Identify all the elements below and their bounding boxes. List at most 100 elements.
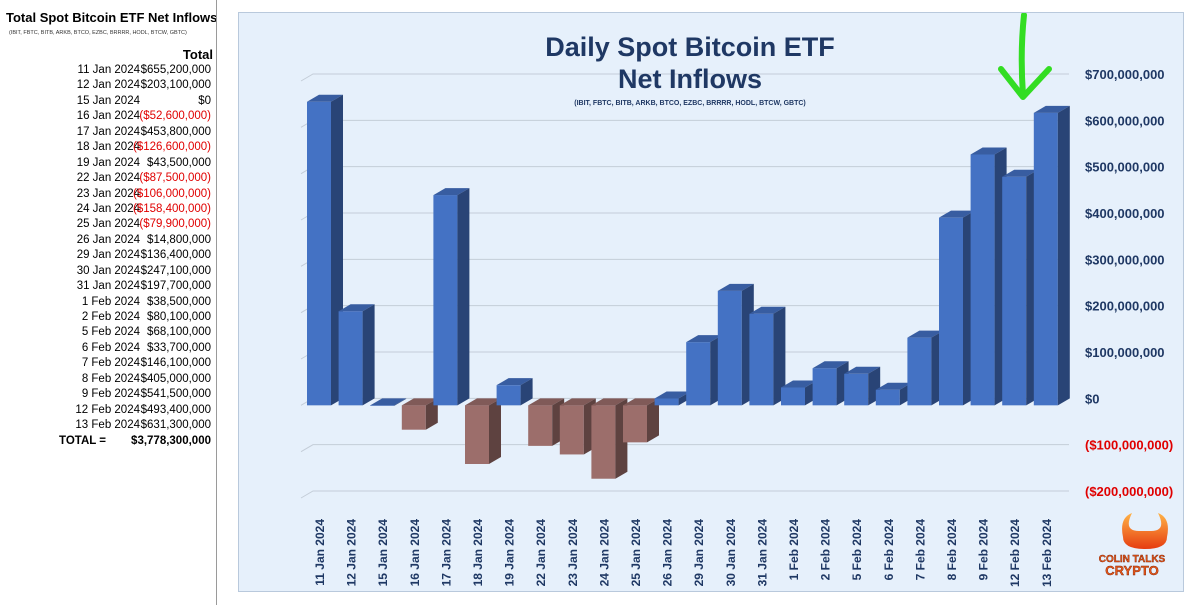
y-tick-label: $0 <box>1085 391 1099 406</box>
x-tick-label: 17 Jan 2024 <box>439 519 453 587</box>
bar <box>465 398 501 464</box>
table-row: 1 Feb 2024 $38,500,000 <box>0 295 216 310</box>
row-date: 5 Feb 2024 <box>81 326 140 339</box>
table-row: 7 Feb 2024 $146,100,000 <box>0 356 216 371</box>
bar <box>749 306 786 406</box>
row-value: $33,700,000 <box>147 341 211 354</box>
x-tick-label: 1 Feb 2024 <box>787 519 801 581</box>
bar <box>1033 105 1070 406</box>
x-tick-label: 31 Jan 2024 <box>755 519 769 587</box>
table-row: 30 Jan 2024 $247,100,000 <box>0 264 216 279</box>
logo-line2: CRYPTO <box>1105 563 1158 578</box>
row-value: ($106,000,000) <box>132 187 211 200</box>
table-row: 11 Jan 2024 $655,200,000 <box>0 63 216 78</box>
row-value: ($126,600,000) <box>132 141 211 154</box>
row-date: 15 Jan 2024 <box>76 94 140 107</box>
row-date: 18 Jan 2024 <box>76 141 140 154</box>
row-value: $146,100,000 <box>140 357 211 370</box>
table-row: 22 Jan 2024 ($87,500,000) <box>0 171 216 186</box>
bar <box>654 391 691 406</box>
total-label: TOTAL = <box>59 435 106 447</box>
row-value: $38,500,000 <box>147 295 211 308</box>
bar <box>401 398 438 430</box>
row-value: $0 <box>198 94 211 107</box>
y-tick-label: $100,000,000 <box>1085 345 1165 360</box>
x-tick-label: 8 Feb 2024 <box>945 519 959 581</box>
table-subtitle: (IBIT, FBTC, BITB, ARKB, BTCO, EZBC, BRR… <box>9 30 187 36</box>
row-value: $493,400,000 <box>140 403 211 416</box>
x-tick-label: 30 Jan 2024 <box>724 519 738 587</box>
row-date: 11 Jan 2024 <box>77 64 140 76</box>
x-tick-label: 15 Jan 2024 <box>376 519 390 587</box>
bar <box>1002 169 1039 406</box>
gridline <box>300 490 1069 499</box>
row-value: $68,100,000 <box>147 326 211 339</box>
chart-title-line2: Net Inflows <box>618 64 762 94</box>
x-tick-label: 11 Jan 2024 <box>313 519 327 586</box>
row-date: 9 Feb 2024 <box>81 388 140 401</box>
chart-title-line1: Daily Spot Bitcoin ETF <box>545 32 835 62</box>
y-tick-label: $700,000,000 <box>1085 67 1165 82</box>
row-value: $541,500,000 <box>140 388 211 401</box>
row-date: 16 Jan 2024 <box>76 110 140 123</box>
x-tick-label: 19 Jan 2024 <box>503 519 517 587</box>
x-tick-label: 12 Feb 2024 <box>1008 519 1022 587</box>
bar <box>591 398 628 479</box>
row-value: $203,100,000 <box>140 79 211 92</box>
table-row: 6 Feb 2024 $33,700,000 <box>0 341 216 356</box>
y-tick-label: $200,000,000 <box>1085 299 1165 314</box>
inflows-table-panel: Total Spot Bitcoin ETF Net Inflows (IBIT… <box>0 0 218 605</box>
row-date: 8 Feb 2024 <box>81 372 140 385</box>
gridline <box>300 444 1069 453</box>
table-row: 8 Feb 2024 $405,000,000 <box>0 372 216 387</box>
chart-subtitle: (IBIT, FBTC, BITB, ARKB, BTCO, EZBC, BRR… <box>574 100 806 107</box>
bar <box>875 382 912 406</box>
logo-line1: COLIN TALKS <box>1099 554 1166 565</box>
bar <box>528 398 565 446</box>
row-value: $655,200,000 <box>140 64 211 76</box>
row-date: 17 Jan 2024 <box>76 125 140 138</box>
table-row: 2 Feb 2024 $80,100,000 <box>0 310 216 325</box>
table-row: 23 Jan 2024 ($106,000,000) <box>0 187 216 202</box>
row-value: $14,800,000 <box>147 233 211 246</box>
y-tick-label: ($200,000,000) <box>1085 484 1173 499</box>
bar <box>781 380 817 406</box>
table-row: 12 Feb 2024 $493,400,000 <box>0 403 216 418</box>
row-value: $631,300,000 <box>140 419 211 432</box>
row-date: 13 Feb 2024 <box>75 419 140 432</box>
row-date: 30 Jan 2024 <box>76 264 140 277</box>
bar <box>559 398 596 455</box>
table-title: Total Spot Bitcoin ETF Net Inflows <box>6 10 218 25</box>
row-value: $43,500,000 <box>147 156 211 169</box>
x-tick-label: 26 Jan 2024 <box>661 519 675 587</box>
bar <box>338 304 375 406</box>
x-tick-label: 16 Jan 2024 <box>408 519 422 587</box>
y-tick-label: ($100,000,000) <box>1085 438 1173 453</box>
bar <box>433 188 470 406</box>
row-date: 6 Feb 2024 <box>81 341 140 354</box>
row-date: 26 Jan 2024 <box>76 233 140 246</box>
row-value: $453,800,000 <box>140 125 211 138</box>
table-column-header: Total <box>182 47 213 62</box>
row-value: ($52,600,000) <box>139 110 211 123</box>
y-tick-label: $600,000,000 <box>1085 113 1165 128</box>
row-date: 25 Jan 2024 <box>76 218 140 231</box>
table-rows: 11 Jan 2024 $655,200,000 12 Jan 2024 $203,1… <box>0 63 216 434</box>
table-row: 13 Feb 2024 $631,300,000 <box>0 418 216 433</box>
row-value: $136,400,000 <box>140 249 211 262</box>
x-tick-label: 23 Jan 2024 <box>566 519 580 587</box>
x-axis-labels: 11 Jan 2024 12 Jan 2024 15 Jan 2024 16 Jan … <box>313 519 1054 587</box>
table-row: 31 Jan 2024 $197,700,000 <box>0 279 216 294</box>
table-row: 25 Jan 2024 ($79,900,000) <box>0 217 216 232</box>
y-tick-label: $400,000,000 <box>1085 206 1165 221</box>
bar <box>970 147 1007 406</box>
colin-talks-crypto-logo: COLIN TALKS CRYPTO <box>1099 513 1168 578</box>
table-row: 18 Jan 2024 ($126,600,000) <box>0 140 216 155</box>
row-date: 22 Jan 2024 <box>76 172 140 185</box>
x-tick-label: 6 Feb 2024 <box>882 519 896 581</box>
table-row: 16 Jan 2024 ($52,600,000) <box>0 109 216 124</box>
row-value: $247,100,000 <box>140 264 211 277</box>
row-date: 31 Jan 2024 <box>76 280 140 293</box>
bar <box>717 283 754 406</box>
total-value: $3,778,300,000 <box>131 435 211 447</box>
